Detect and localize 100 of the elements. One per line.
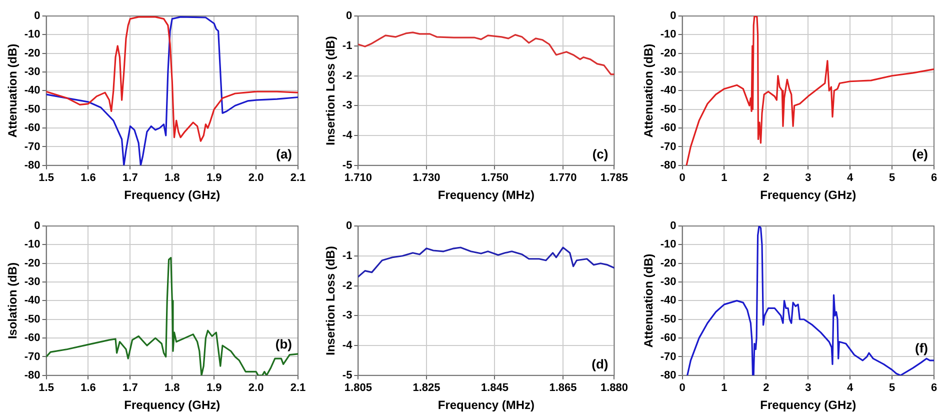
y-tick-label: -10 [24, 238, 40, 251]
y-tick-label: -40 [660, 84, 676, 97]
y-tick-label: -50 [24, 103, 40, 116]
y-tick-label: -70 [24, 350, 40, 363]
y-tick-label: -40 [24, 294, 40, 307]
y-tick-label: -80 [660, 159, 676, 172]
x-tick-label: 0 [679, 382, 686, 394]
y-tick-label: -60 [660, 332, 676, 344]
y-axis-title: Isolation (dB) [6, 262, 20, 340]
x-tick-label: 1.770 [549, 172, 577, 184]
annotation: (c) [592, 146, 608, 162]
y-tick-label: -4 [342, 130, 354, 142]
annotation: (f) [915, 340, 928, 356]
x-tick-label: 5 [888, 172, 896, 184]
x-tick-label: 1.710 [344, 172, 372, 184]
x-tick-label: 6 [930, 382, 938, 394]
x-tick-label: 1.730 [412, 172, 440, 184]
x-tick-label: 2.0 [248, 382, 264, 394]
y-tick-label: -80 [660, 369, 676, 382]
y-axis-title: Insertion Loss (dB) [324, 246, 338, 356]
x-tick-label: 5 [888, 382, 896, 394]
y-tick-label: -5 [342, 369, 352, 382]
y-tick-label: -70 [660, 350, 676, 363]
x-tick-label: 1.5 [38, 172, 54, 184]
x-tick-label: 3 [805, 382, 812, 394]
x-axis-title: Frequency (MHz) [438, 398, 535, 412]
y-tick-label: -30 [660, 276, 676, 288]
x-tick-label: 3 [805, 172, 812, 184]
y-tick-label: -40 [660, 294, 676, 307]
y-tick-label: -60 [24, 122, 40, 134]
x-tick-label: 1 [721, 382, 728, 394]
x-tick-label: 1.5 [38, 382, 54, 394]
x-tick-label: 1.880 [600, 382, 628, 394]
x-tick-label: 1.865 [549, 382, 577, 394]
y-tick-label: 0 [346, 220, 352, 232]
annotation: (b) [275, 336, 292, 352]
y-tick-label: -50 [660, 103, 676, 116]
y-tick-label: -80 [24, 159, 40, 172]
x-tick-label: 1.805 [344, 382, 372, 394]
annotation: (e) [912, 146, 928, 162]
x-tick-label: 2.0 [248, 172, 264, 184]
x-tick-label: 2 [763, 382, 770, 394]
x-tick-label: 1.8 [164, 382, 180, 394]
y-tick-label: -40 [24, 84, 40, 97]
x-tick-label: 1.9 [206, 382, 222, 394]
y-tick-label: -1 [342, 250, 352, 262]
y-axis-title: Attenuation (dB) [642, 254, 656, 348]
x-axis-title: Frequency (GHz) [760, 188, 856, 202]
x-axis-title: Frequency (MHz) [438, 188, 535, 202]
y-tick-label: -70 [24, 140, 40, 153]
y-tick-label: -3 [342, 100, 352, 112]
y-tick-label: -60 [660, 122, 676, 134]
x-tick-label: 1.785 [600, 172, 628, 184]
y-tick-label: -80 [24, 369, 40, 382]
y-tick-label: -20 [660, 47, 676, 60]
x-tick-label: 2 [763, 172, 770, 184]
x-tick-label: 1.8 [164, 172, 180, 184]
y-tick-label: -10 [660, 28, 676, 41]
y-tick-label: -10 [660, 238, 676, 251]
y-axis-title: Insertion Loss (dB) [324, 36, 338, 146]
y-tick-label: -5 [342, 159, 352, 172]
y-tick-label: -20 [660, 257, 676, 270]
y-tick-label: 0 [346, 10, 352, 22]
annotation: (d) [592, 356, 608, 372]
x-axis-title: Frequency (GHz) [760, 398, 856, 412]
y-tick-label: 0 [34, 10, 40, 22]
y-tick-label: -50 [24, 313, 40, 326]
x-axis-title: Frequency (GHz) [124, 188, 220, 202]
y-tick-label: 0 [34, 220, 40, 232]
x-tick-label: 1.7 [122, 172, 138, 184]
x-tick-label: 1.750 [480, 172, 509, 184]
y-axis-title: Attenuation (dB) [642, 44, 656, 138]
x-tick-label: 0 [679, 172, 686, 184]
y-tick-label: -70 [660, 140, 676, 153]
y-tick-label: -2 [342, 280, 352, 292]
y-tick-label: -2 [342, 70, 352, 82]
x-tick-label: 2.1 [290, 382, 306, 394]
y-tick-label: -4 [342, 340, 354, 352]
y-tick-label: 0 [670, 220, 676, 232]
y-axis-title: Attenuation (dB) [6, 44, 20, 138]
y-tick-label: 0 [670, 10, 676, 22]
x-tick-label: 1.7 [122, 382, 138, 394]
annotation: (a) [276, 146, 292, 162]
y-tick-label: -60 [24, 332, 40, 344]
y-tick-label: -10 [24, 28, 40, 41]
x-tick-label: 1.6 [80, 382, 96, 394]
x-tick-label: 1.845 [480, 382, 509, 394]
x-tick-label: 4 [847, 382, 854, 394]
x-tick-label: 1 [721, 172, 728, 184]
y-tick-label: -20 [24, 47, 40, 60]
y-tick-label: -1 [342, 40, 352, 52]
x-tick-label: 2.1 [290, 172, 306, 184]
x-tick-label: 1.825 [412, 382, 440, 394]
x-tick-label: 4 [847, 172, 854, 184]
x-tick-label: 1.6 [80, 172, 96, 184]
y-tick-label: -3 [342, 310, 352, 322]
y-tick-label: -50 [660, 313, 676, 326]
x-tick-label: 6 [930, 172, 938, 184]
y-tick-label: -30 [24, 66, 40, 78]
y-tick-label: -20 [24, 257, 40, 270]
